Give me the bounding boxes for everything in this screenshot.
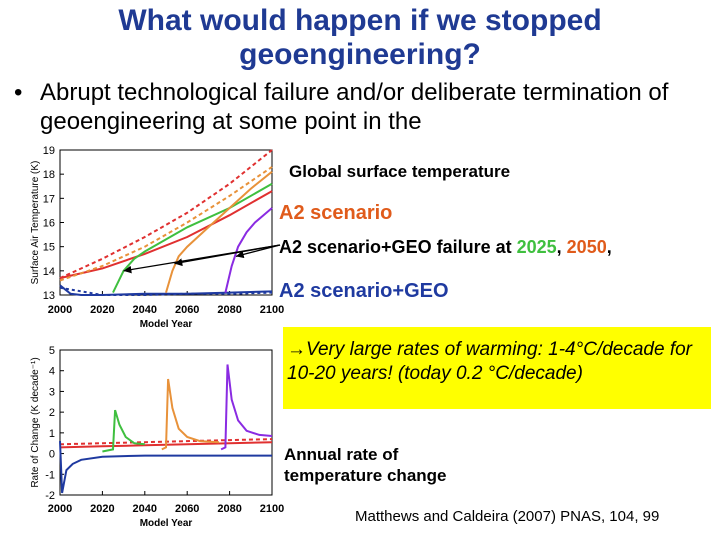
annual-rate-label: Annual rate of temperature change [284,444,447,486]
highlight-box [283,327,711,409]
label-global-surface-temperature: Global surface temperature [289,162,511,181]
x-tick-label: 2000 [48,503,72,515]
y-tick-label: 3 [49,386,55,398]
series-line-0-2 [59,166,273,282]
title-line-1: What would happen if we stopped [118,4,602,37]
series-line-1-5 [220,364,273,451]
x-tick-label: 2080 [217,503,241,515]
y-axis-label: Surface Air Temperature (K) [30,161,41,285]
y-tick-label: 1 [49,428,55,440]
y-tick-label: 2 [49,407,55,419]
y-tick-label: -2 [45,490,55,502]
x-tick-label: 2040 [133,503,157,515]
y-tick-label: 19 [43,145,55,157]
y-tick-label: 15 [43,242,55,254]
label-geo-failure-prefix: A2 scenario+GEO failure at [279,237,517,257]
series-line-0-0 [59,149,273,280]
annual-line-1: Annual rate of [284,445,399,464]
x-tick-label: 2020 [90,304,114,316]
highlight-text: →Very large rates of warming: 1-4°C/deca… [287,339,693,384]
y-tick-label: 13 [43,290,55,302]
bullet-dot: • [14,79,23,106]
series-line-1-4 [161,378,220,451]
series-line-0-1 [59,190,273,280]
annotation-arrow-2 [235,244,281,259]
y-tick-label: 16 [43,218,55,230]
label-trailing-comma: , [606,237,612,257]
title-line-2: geoengineering? [239,38,481,71]
x-tick-label: 2100 [260,304,284,316]
y-tick-label: -1 [45,469,55,481]
x-tick-label: 2040 [133,304,157,316]
x-axis-label: Model Year [140,518,193,529]
x-tick-label: 2000 [48,304,72,316]
series-line-1-3 [102,409,145,453]
slide-title: What would happen if we stopped geoengin… [40,4,680,72]
citation: Matthews and Caldeira (2007) PNAS, 104, … [355,508,660,525]
y-axis-label: Rate of Change (K decade⁻¹) [30,357,41,487]
y-tick-label: 5 [49,345,55,357]
annual-line-2: temperature change [284,466,447,485]
plot-frame-0 [59,149,273,296]
label-a2-geo: A2 scenario+GEO [279,280,449,302]
y-tick-label: 0 [49,449,55,461]
y-tick-label: 4 [49,366,55,378]
x-tick-label: 2060 [175,304,199,316]
bullet-text: Abrupt technological failure and/or deli… [40,79,669,135]
annotation-arrow-1 [174,244,281,267]
charts-svg: 2000 2020 2040 2060 2080 210013141516171819Mo… [30,145,284,529]
y-tick-label: 18 [43,169,55,181]
label-separator: , [556,237,567,257]
label-year-2025: 2025 [516,237,557,257]
x-tick-label: 2060 [175,503,199,515]
series-line-0-7 [224,207,273,293]
series-line-1-2 [59,441,272,494]
label-geo-failure: A2 scenario+GEO failure at 2025, 2050, [279,237,612,258]
x-axis-label: Model Year [140,319,193,330]
x-tick-label: 2100 [260,503,284,515]
y-tick-label: 14 [43,266,55,278]
label-a2-scenario: A2 scenario [279,202,393,224]
x-tick-label: 2020 [90,503,114,515]
series-line-0-6 [165,170,273,293]
label-year-2050: 2050 [566,237,607,257]
y-tick-label: 17 [43,193,55,205]
x-tick-label: 2080 [217,304,241,316]
